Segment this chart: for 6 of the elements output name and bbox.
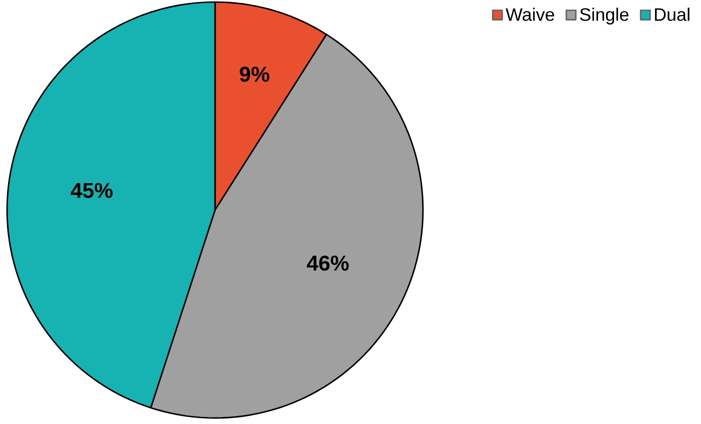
legend-label: Single <box>580 8 628 24</box>
data-label: 46% <box>306 256 349 271</box>
legend-label: Dual <box>655 8 690 21</box>
data-label: 45% <box>70 182 113 198</box>
legend-label: Waive <box>506 8 554 21</box>
data-label: 9% <box>240 66 270 82</box>
